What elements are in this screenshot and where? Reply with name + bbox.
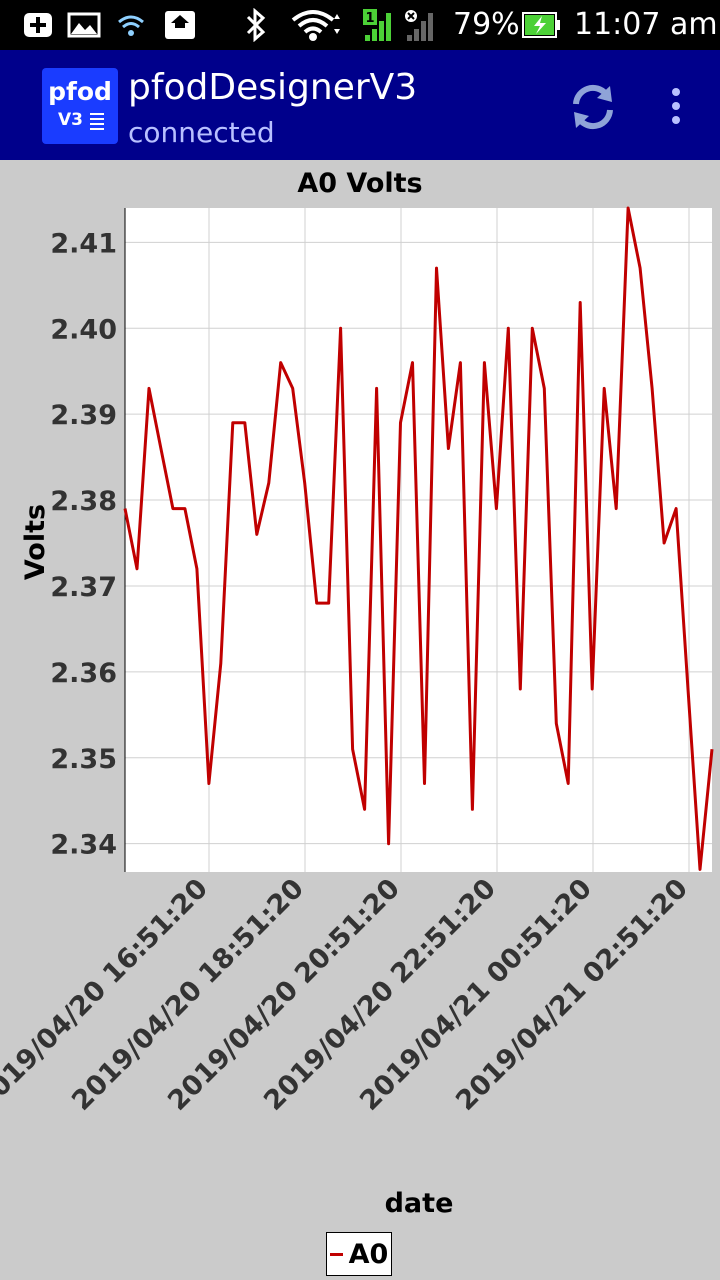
legend-label-a0: A0 <box>348 1238 389 1270</box>
chart-legend: A0 <box>326 1232 392 1276</box>
clock: 11:07 am <box>574 7 718 42</box>
battery-charging-icon <box>522 8 562 42</box>
y-tick-label: 2.37 <box>50 572 117 603</box>
overflow-menu-icon[interactable] <box>662 86 690 126</box>
chart-area: A0 Volts 2.34 2.35 2.36 2.37 2.38 2.39 2.40 2.4… <box>0 162 720 1280</box>
line-chart: A0 Volts 2.34 2.35 2.36 2.37 2.38 2.39 2.40 2.4… <box>0 168 714 1219</box>
series-line-a0 <box>123 206 714 871</box>
y-tick-labels: 2.34 2.35 2.36 2.37 2.38 2.39 2.40 2.41 <box>50 228 117 860</box>
wifi-icon <box>290 8 342 42</box>
status-bar: 1 79% 11:07 am <box>0 0 720 50</box>
list-lines-icon <box>90 113 104 133</box>
gallery-icon <box>66 8 102 42</box>
y-tick-label: 2.36 <box>50 658 117 689</box>
app-bar: pfod V3 pfodDesignerV3 connected <box>0 50 720 160</box>
battery-percent: 79% <box>453 7 520 42</box>
logo-top-text: pfod <box>48 77 112 106</box>
signal-sim1-icon: 1 <box>360 8 398 42</box>
series-layer <box>123 206 714 871</box>
bluetooth-icon <box>242 8 270 42</box>
y-tick-label: 2.38 <box>50 486 117 517</box>
y-axis-label: Volts <box>20 504 51 580</box>
app-logo[interactable]: pfod V3 <box>42 68 118 144</box>
add-box-icon <box>22 8 54 42</box>
sim1-badge: 1 <box>365 11 374 26</box>
legend-swatch <box>329 1252 343 1256</box>
y-tick-label: 2.40 <box>50 314 117 345</box>
signal-sim2-icon <box>400 8 440 42</box>
chart-title: A0 Volts <box>297 168 422 199</box>
y-tick-label: 2.41 <box>50 228 117 259</box>
refresh-icon[interactable] <box>566 80 620 134</box>
app-title: pfodDesignerV3 <box>128 67 418 108</box>
y-tick-label: 2.34 <box>50 830 117 861</box>
x-axis-label: date <box>385 1188 454 1219</box>
wifi-small-icon <box>116 8 146 42</box>
y-tick-label: 2.39 <box>50 400 117 431</box>
logo-bottom-text: V3 <box>58 110 83 130</box>
connection-status: connected <box>128 116 275 149</box>
y-tick-label: 2.35 <box>50 744 117 775</box>
me-app-icon <box>162 8 198 42</box>
